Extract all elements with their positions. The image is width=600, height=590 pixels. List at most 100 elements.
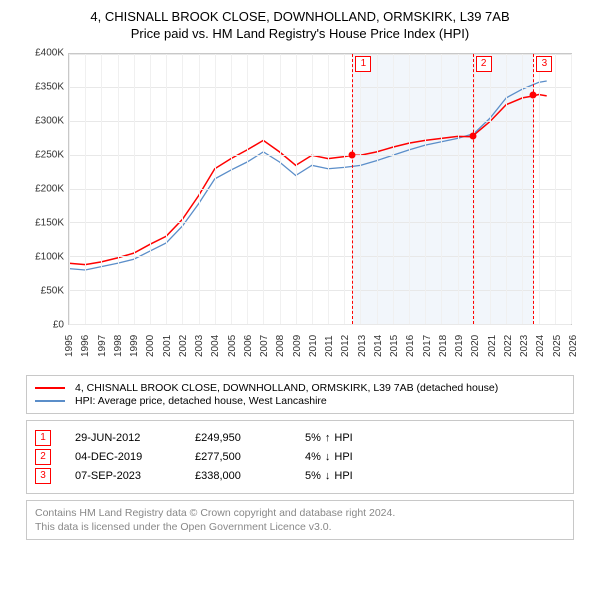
gridline-h: [69, 189, 571, 190]
gridline-v: [231, 54, 232, 324]
footer: Contains HM Land Registry data © Crown c…: [26, 500, 574, 540]
ytick-label: £300K: [20, 115, 64, 126]
arrow-icon: ↓: [325, 470, 331, 482]
gridline-v: [182, 54, 183, 324]
gridline-v: [215, 54, 216, 324]
ytick-label: £400K: [20, 47, 64, 58]
gridline-h: [69, 155, 571, 156]
price-point-dot: [530, 92, 537, 99]
price-point-dot: [469, 133, 476, 140]
gridline-h: [69, 121, 571, 122]
gridline-v: [312, 54, 313, 324]
event-index-box: 2: [35, 449, 51, 465]
gridline-v: [555, 54, 556, 324]
legend-label-1: 4, CHISNALL BROOK CLOSE, DOWNHOLLAND, OR…: [75, 382, 498, 394]
ytick-label: £250K: [20, 149, 64, 160]
ytick-label: £50K: [20, 285, 64, 296]
gridline-v: [263, 54, 264, 324]
gridline-v: [539, 54, 540, 324]
xtick-label: 2007: [259, 334, 269, 356]
legend-row: 4, CHISNALL BROOK CLOSE, DOWNHOLLAND, OR…: [35, 382, 565, 394]
event-row: 2 04-DEC-2019£277,5004% ↓ HPI: [35, 449, 565, 465]
price-point-dot: [349, 151, 356, 158]
xtick-label: 2020: [470, 334, 480, 356]
series-line: [69, 81, 547, 270]
xtick-label: 1995: [64, 334, 74, 356]
xtick-label: 2014: [373, 334, 383, 356]
xtick-label: 2018: [438, 334, 448, 356]
gridline-v: [360, 54, 361, 324]
gridline-v: [101, 54, 102, 324]
xtick-label: 2015: [389, 334, 399, 356]
xtick-label: 2005: [227, 334, 237, 356]
gridline-v: [571, 54, 572, 324]
events-table: 129-JUN-2012£249,9505% ↑ HPI204-DEC-2019…: [26, 420, 574, 494]
xtick-label: 2021: [487, 334, 497, 356]
event-diff: 4% ↓ HPI: [305, 451, 353, 463]
xtick-label: 2004: [210, 334, 220, 356]
ytick-label: £0: [20, 319, 64, 330]
xtick-label: 2022: [503, 334, 513, 356]
event-marker-label: 2: [476, 56, 492, 72]
gridline-v: [328, 54, 329, 324]
gridline-v: [425, 54, 426, 324]
legend-row: HPI: Average price, detached house, West…: [35, 395, 565, 407]
ytick-label: £100K: [20, 251, 64, 262]
arrow-icon: ↓: [325, 451, 331, 463]
series-line: [69, 94, 547, 264]
event-marker-label: 1: [355, 56, 371, 72]
gridline-v: [150, 54, 151, 324]
xtick-label: 2025: [552, 334, 562, 356]
gridline-v: [199, 54, 200, 324]
gridline-v: [441, 54, 442, 324]
gridline-v: [522, 54, 523, 324]
event-price: £249,950: [195, 432, 305, 444]
xtick-label: 2003: [194, 334, 204, 356]
gridline-h: [69, 87, 571, 88]
chart-box: £0 £50K £100K £150K £200K £250K £300K £350K £400…: [20, 47, 580, 367]
plot-area: 123: [68, 53, 572, 325]
gridline-h: [69, 290, 571, 291]
gridline-v: [377, 54, 378, 324]
xtick-label: 2000: [145, 334, 155, 356]
footer-line1: Contains HM Land Registry data © Crown c…: [35, 506, 565, 520]
event-marker-line: [352, 54, 353, 324]
ytick-label: £150K: [20, 217, 64, 228]
gridline-v: [296, 54, 297, 324]
gridline-h: [69, 54, 571, 55]
xtick-label: 2019: [454, 334, 464, 356]
event-date: 29-JUN-2012: [75, 432, 195, 444]
ytick-label: £200K: [20, 183, 64, 194]
event-price: £277,500: [195, 451, 305, 463]
event-price: £338,000: [195, 470, 305, 482]
gridline-v: [134, 54, 135, 324]
xtick-label: 2008: [275, 334, 285, 356]
gridline-v: [490, 54, 491, 324]
xtick-label: 2026: [568, 334, 578, 356]
ytick-label: £350K: [20, 81, 64, 92]
chart-container: 4, CHISNALL BROOK CLOSE, DOWNHOLLAND, OR…: [0, 0, 600, 550]
legend-label-2: HPI: Average price, detached house, West…: [75, 395, 327, 407]
chart-title-line1: 4, CHISNALL BROOK CLOSE, DOWNHOLLAND, OR…: [14, 8, 586, 26]
gridline-v: [69, 54, 70, 324]
arrow-icon: ↑: [325, 432, 331, 444]
event-date: 07-SEP-2023: [75, 470, 195, 482]
event-row: 307-SEP-2023£338,0005% ↓ HPI: [35, 468, 565, 484]
xtick-label: 1996: [80, 334, 90, 356]
event-date: 04-DEC-2019: [75, 451, 195, 463]
xtick-label: 2012: [340, 334, 350, 356]
gridline-v: [85, 54, 86, 324]
gridline-v: [118, 54, 119, 324]
gridline-v: [506, 54, 507, 324]
event-marker-line: [473, 54, 474, 324]
xtick-label: 2011: [324, 335, 334, 357]
gridline-v: [474, 54, 475, 324]
gridline-v: [409, 54, 410, 324]
xtick-label: 2009: [292, 334, 302, 356]
gridline-v: [458, 54, 459, 324]
gridline-v: [393, 54, 394, 324]
xtick-label: 2001: [162, 334, 172, 356]
legend: 4, CHISNALL BROOK CLOSE, DOWNHOLLAND, OR…: [26, 375, 574, 414]
gridline-h: [69, 256, 571, 257]
gridline-v: [344, 54, 345, 324]
